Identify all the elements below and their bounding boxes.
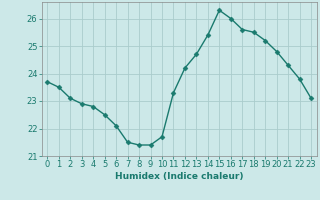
- X-axis label: Humidex (Indice chaleur): Humidex (Indice chaleur): [115, 172, 244, 181]
